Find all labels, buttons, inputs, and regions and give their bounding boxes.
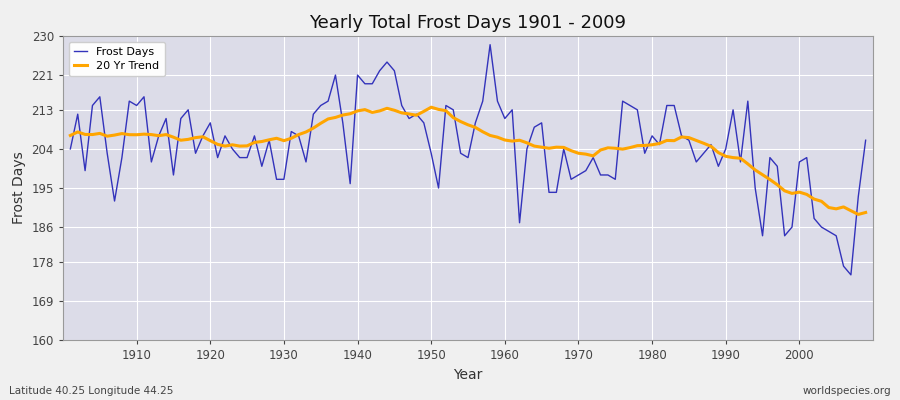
Frost Days bbox=[485, 42, 496, 47]
20 Yr Trend bbox=[330, 115, 341, 120]
Text: Latitude 40.25 Longitude 44.25: Latitude 40.25 Longitude 44.25 bbox=[9, 386, 174, 396]
Frost Days bbox=[507, 108, 517, 112]
Title: Yearly Total Frost Days 1901 - 2009: Yearly Total Frost Days 1901 - 2009 bbox=[310, 14, 626, 32]
Frost Days bbox=[860, 138, 871, 143]
20 Yr Trend bbox=[65, 133, 76, 138]
Frost Days bbox=[330, 73, 341, 78]
Y-axis label: Frost Days: Frost Days bbox=[12, 152, 26, 224]
Frost Days bbox=[845, 272, 856, 277]
Line: 20 Yr Trend: 20 Yr Trend bbox=[70, 107, 866, 214]
20 Yr Trend bbox=[124, 132, 135, 137]
Legend: Frost Days, 20 Yr Trend: Frost Days, 20 Yr Trend bbox=[68, 42, 165, 76]
X-axis label: Year: Year bbox=[454, 368, 482, 382]
Frost Days bbox=[124, 99, 135, 104]
Frost Days bbox=[595, 172, 606, 177]
20 Yr Trend bbox=[500, 138, 510, 142]
20 Yr Trend bbox=[286, 136, 297, 141]
20 Yr Trend bbox=[853, 212, 864, 217]
20 Yr Trend bbox=[507, 139, 517, 144]
20 Yr Trend bbox=[595, 148, 606, 152]
Line: Frost Days: Frost Days bbox=[70, 45, 866, 275]
20 Yr Trend bbox=[426, 105, 436, 110]
Frost Days bbox=[500, 116, 510, 121]
20 Yr Trend bbox=[860, 210, 871, 215]
Frost Days bbox=[65, 146, 76, 151]
Text: worldspecies.org: worldspecies.org bbox=[803, 386, 891, 396]
Frost Days bbox=[286, 129, 297, 134]
